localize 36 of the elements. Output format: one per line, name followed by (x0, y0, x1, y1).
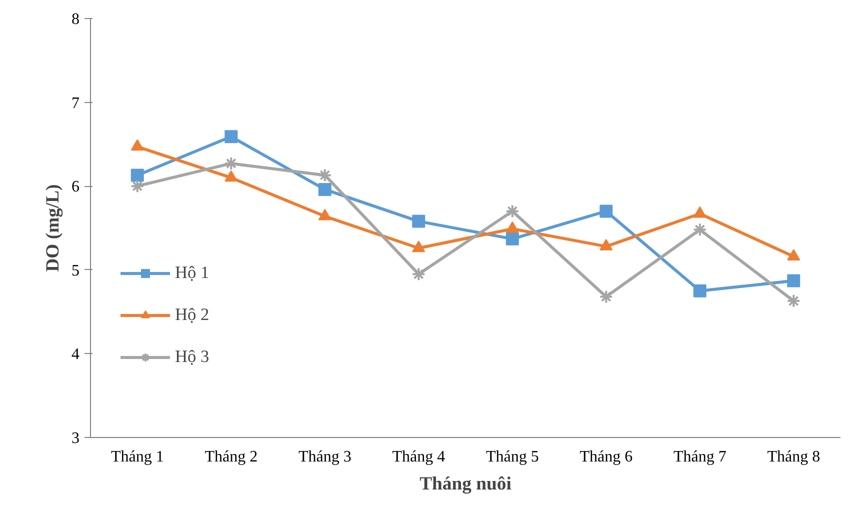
point (506, 232, 519, 246)
x-tick-label: Tháng 7 (673, 448, 726, 466)
point (412, 267, 426, 282)
y-tick-label: 7 (72, 94, 80, 112)
x-tick-label: Tháng 5 (486, 448, 539, 466)
point (787, 274, 800, 288)
y-tick-label: 8 (72, 11, 80, 28)
x-tick-label: Tháng 4 (392, 448, 446, 466)
point (505, 204, 520, 218)
y-tick-label: 6 (72, 178, 80, 196)
point (224, 156, 238, 170)
y-tick-label: 5 (72, 262, 80, 280)
y-tick-label: 4 (72, 346, 80, 364)
point (224, 130, 238, 144)
point (693, 284, 706, 298)
point (412, 214, 426, 228)
point (412, 240, 426, 252)
x-tick-label: Tháng 8 (767, 448, 820, 466)
y-axis-title: DO (mg/L) (42, 184, 64, 272)
point (130, 168, 144, 182)
y-tick-label: 3 (72, 430, 80, 447)
point (600, 204, 613, 218)
point (599, 290, 614, 304)
point (318, 182, 332, 196)
legend-label: Hộ 3 (175, 347, 210, 367)
x-tick-label: Tháng 3 (298, 448, 352, 466)
x-tick-label: Tháng 6 (580, 448, 633, 466)
legend-label: Hộ 1 (175, 263, 210, 283)
x-axis-title: Tháng nuôi (420, 474, 512, 494)
point (318, 168, 332, 182)
point (130, 179, 144, 194)
point (692, 222, 707, 237)
point (786, 294, 801, 308)
legend-label: Hộ 2 (175, 305, 210, 325)
x-tick-label: Tháng 2 (204, 448, 258, 466)
x-tick-label: Tháng 1 (110, 448, 164, 466)
